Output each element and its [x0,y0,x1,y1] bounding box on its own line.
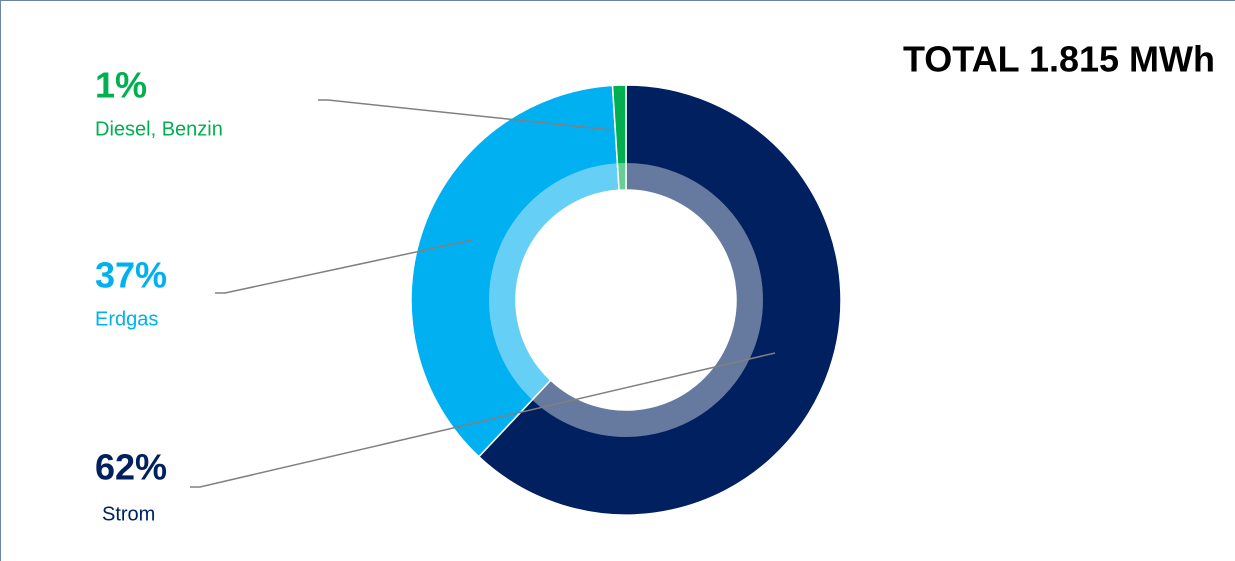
donut-slice [477,84,842,516]
value-label: 1% [95,65,147,106]
value-label: 37% [95,255,167,296]
leader-line [318,99,613,131]
leader-line [215,239,473,294]
value-label: 62% [95,447,167,488]
category-label: Diesel, Benzin [95,118,223,140]
inner-highlight [489,163,763,437]
donut-slice [410,84,620,458]
donut-slice [611,84,627,192]
category-label: Strom [102,503,155,525]
category-label: Erdgas [95,308,158,330]
chart-title: TOTAL 1.815 MWh [903,39,1215,80]
leader-line [190,352,776,488]
